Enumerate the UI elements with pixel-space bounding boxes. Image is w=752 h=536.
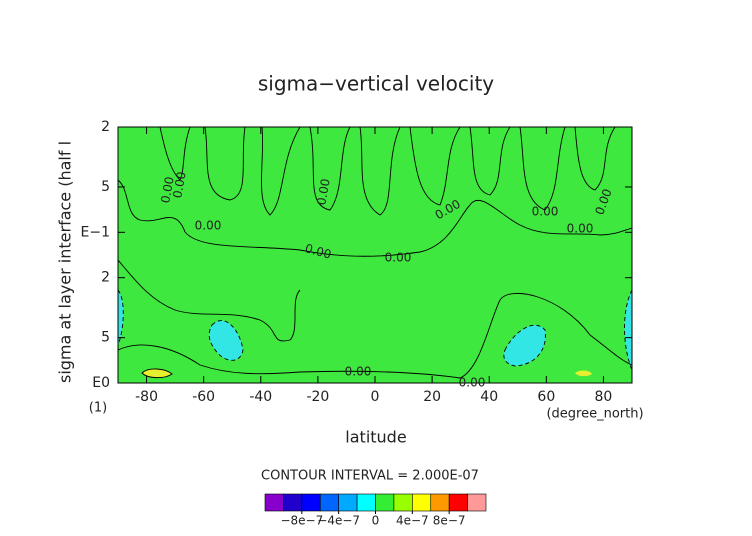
field-background — [118, 127, 632, 383]
contour-field — [118, 127, 632, 383]
x-tick-label: -80 — [135, 389, 158, 405]
contour-label: 0.00 — [158, 176, 176, 205]
y-axis-label: sigma at layer interface (half l — [56, 141, 75, 383]
contour-interval: CONTOUR INTERVAL = 2.000E-07 — [261, 469, 479, 484]
positive-region — [142, 368, 172, 378]
chart-title: sigma−vertical velocity — [258, 72, 494, 96]
contour-label: 0.00 — [567, 222, 594, 236]
x-tick-label: 80 — [595, 389, 613, 405]
y-tick-label: 5 — [101, 330, 110, 346]
colorbar-swatch — [448, 493, 468, 512]
y-tick-label: 5 — [101, 179, 110, 195]
x-axis-label: latitude — [345, 428, 406, 447]
contour-label: 0.00 — [385, 251, 412, 265]
x-tick-label: 60 — [537, 389, 555, 405]
colorbar-swatch — [338, 493, 358, 512]
colorbar-swatch — [412, 493, 432, 512]
negative-region — [209, 320, 243, 361]
contour-label: 0.00 — [303, 241, 332, 261]
contour-label: 0.00 — [532, 205, 559, 219]
contour-label: 0.00 — [345, 365, 372, 379]
contour-label: 0.00 — [459, 376, 486, 390]
x-tick-label: 40 — [480, 389, 498, 405]
colorbar-tick-label: 8e−7 — [433, 514, 466, 528]
negative-region — [118, 290, 124, 345]
colorbar-tick-label: 4e−7 — [396, 514, 429, 528]
y-unit: (1) — [89, 401, 107, 416]
colorbar-swatch — [319, 493, 339, 512]
colorbar-swatch — [467, 493, 487, 512]
colorbar-tick-label: −4e−7 — [317, 514, 360, 528]
negative-region — [624, 290, 632, 370]
x-tick-label: 20 — [423, 389, 441, 405]
colorbar-tick-label: 0 — [372, 514, 380, 528]
x-unit: (degree_north) — [546, 407, 643, 422]
positive-region — [575, 370, 592, 377]
colorbar-swatch — [430, 493, 450, 512]
x-tick-label: -40 — [249, 389, 272, 405]
contour-label: 0.00 — [195, 219, 222, 233]
contour-label: 0.00 — [314, 178, 332, 207]
colorbar-swatch — [264, 493, 284, 512]
colorbar-swatch — [356, 493, 376, 512]
x-tick-label: -20 — [306, 389, 329, 405]
x-tick-label: 0 — [371, 389, 380, 405]
colorbar-tick-label: −8e−7 — [280, 514, 323, 528]
colorbar-swatch — [301, 493, 321, 512]
y-tick-label: 2 — [101, 119, 110, 135]
contour-label: 0.00 — [170, 171, 188, 200]
negative-region — [503, 325, 546, 366]
x-tick-label: -60 — [192, 389, 215, 405]
colorbar-swatch — [375, 493, 395, 512]
colorbar-swatch — [283, 493, 303, 512]
y-tick-label: E−1 — [81, 224, 110, 240]
colorbar-swatch — [393, 493, 413, 512]
y-tick-label: E0 — [92, 375, 110, 391]
y-tick-label: 2 — [101, 270, 110, 286]
